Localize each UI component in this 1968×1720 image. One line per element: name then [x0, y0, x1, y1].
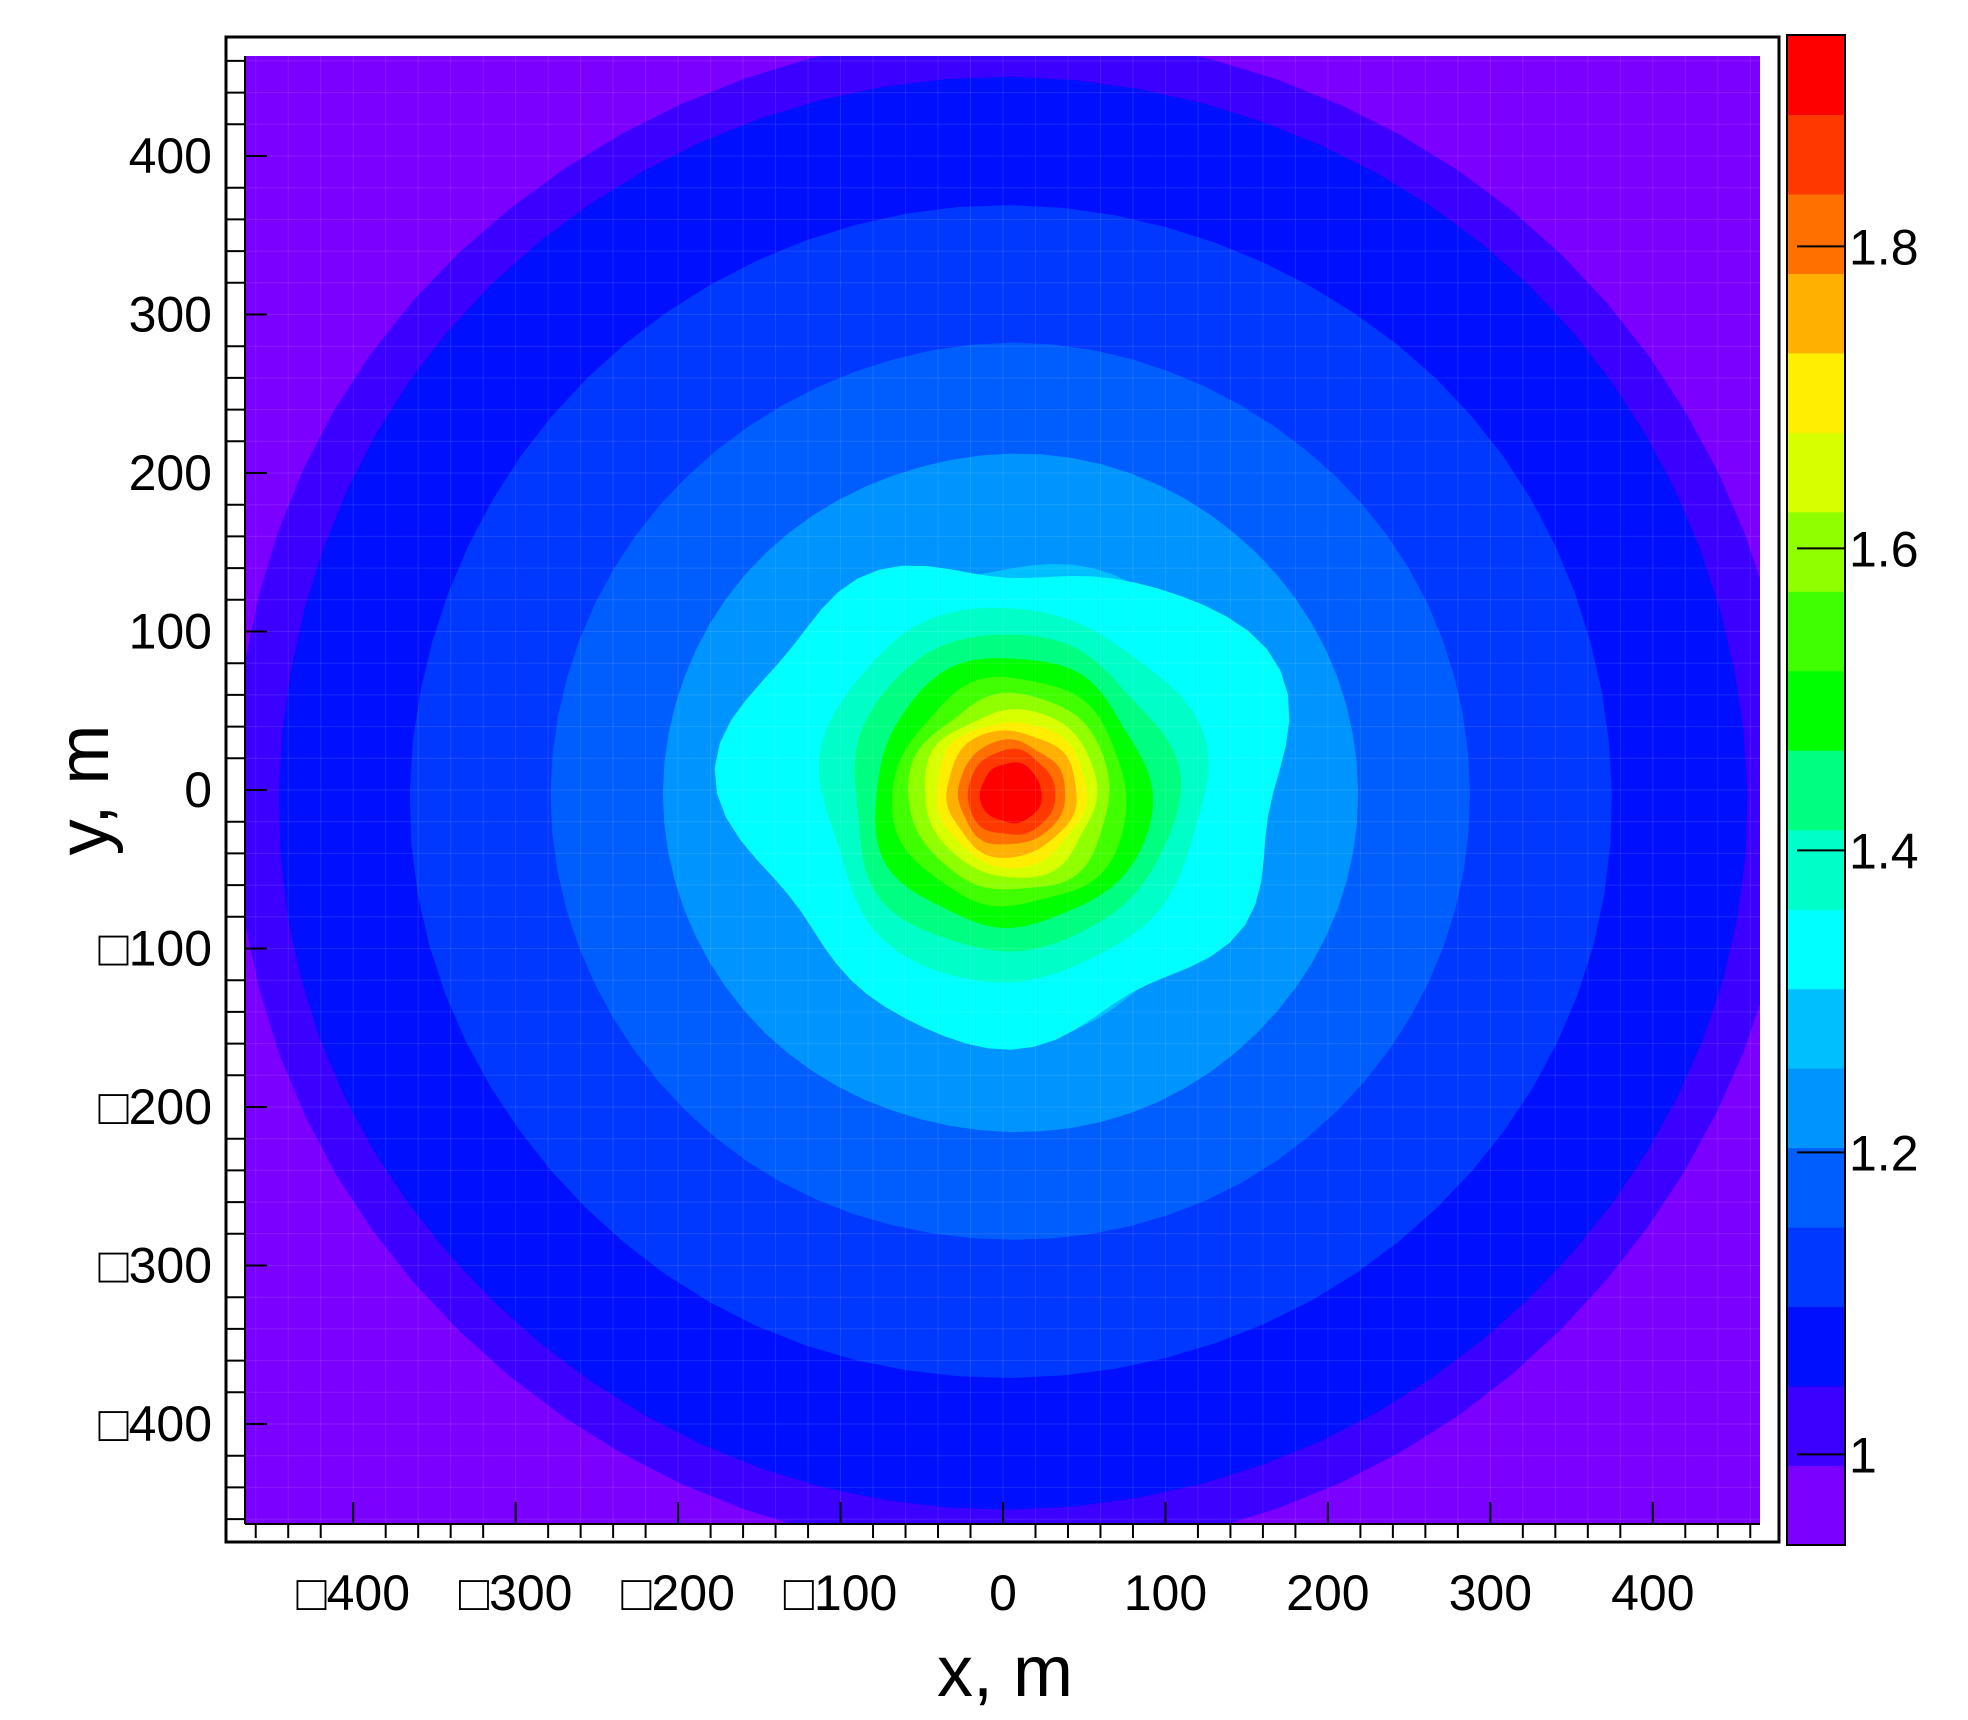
- x-tick-label: □300: [459, 1565, 573, 1621]
- colorbar-swatch: [1787, 432, 1845, 513]
- colorbar-tick-label: 1.8: [1849, 219, 1919, 275]
- colorbar-swatch: [1787, 273, 1845, 354]
- colorbar-swatch: [1787, 352, 1845, 433]
- colorbar-swatch: [1787, 591, 1845, 672]
- colorbar-tick-label: 1.6: [1849, 521, 1919, 577]
- colorbar-swatch: [1787, 988, 1845, 1069]
- y-tick-label: 200: [129, 445, 212, 501]
- colorbar-frame: [1786, 34, 1846, 1546]
- colorbar-swatch: [1787, 193, 1845, 274]
- y-tick-label: □400: [98, 1396, 212, 1452]
- colorbar-tick-label: 1: [1849, 1427, 1877, 1483]
- colorbar-swatch: [1787, 909, 1845, 990]
- colorbar-swatch: [1787, 1386, 1845, 1467]
- colorbar-swatch: [1787, 114, 1845, 195]
- colorbar-swatch: [1787, 35, 1845, 115]
- x-tick-label: 200: [1286, 1565, 1369, 1621]
- colorbar-tick-label: 1.4: [1849, 823, 1919, 879]
- colorbar-swatch: [1787, 750, 1845, 831]
- y-tick-label: □100: [98, 921, 212, 977]
- colorbar-tick-label: 1.2: [1849, 1125, 1919, 1181]
- x-tick-label: □400: [296, 1565, 410, 1621]
- colorbar-swatch: [1787, 1465, 1845, 1546]
- colorbar-swatch: [1787, 1147, 1845, 1228]
- y-tick-label: 100: [129, 604, 212, 660]
- x-tick-label: □100: [784, 1565, 898, 1621]
- colorbar-swatch: [1787, 511, 1845, 592]
- contour-band: [979, 762, 1042, 824]
- x-tick-label: 300: [1449, 1565, 1532, 1621]
- x-axis-title: x, m: [937, 1632, 1073, 1712]
- x-tick-label: 100: [1124, 1565, 1207, 1621]
- colorbar-swatch: [1787, 1068, 1845, 1149]
- colorbar-swatch: [1787, 670, 1845, 751]
- y-tick-label: □200: [98, 1079, 212, 1135]
- y-tick-label: 400: [129, 128, 212, 184]
- x-tick-label: 0: [989, 1565, 1017, 1621]
- y-tick-label: 300: [129, 287, 212, 343]
- x-tick-label: 400: [1611, 1565, 1694, 1621]
- y-tick-label: 0: [184, 762, 212, 818]
- y-axis-title: y, m: [44, 725, 124, 856]
- colorbar-swatch: [1787, 1306, 1845, 1387]
- y-tick-label: □300: [98, 1238, 212, 1294]
- colorbar-swatch: [1787, 1227, 1845, 1308]
- colorbar-swatch: [1787, 829, 1845, 910]
- x-tick-label: □200: [621, 1565, 735, 1621]
